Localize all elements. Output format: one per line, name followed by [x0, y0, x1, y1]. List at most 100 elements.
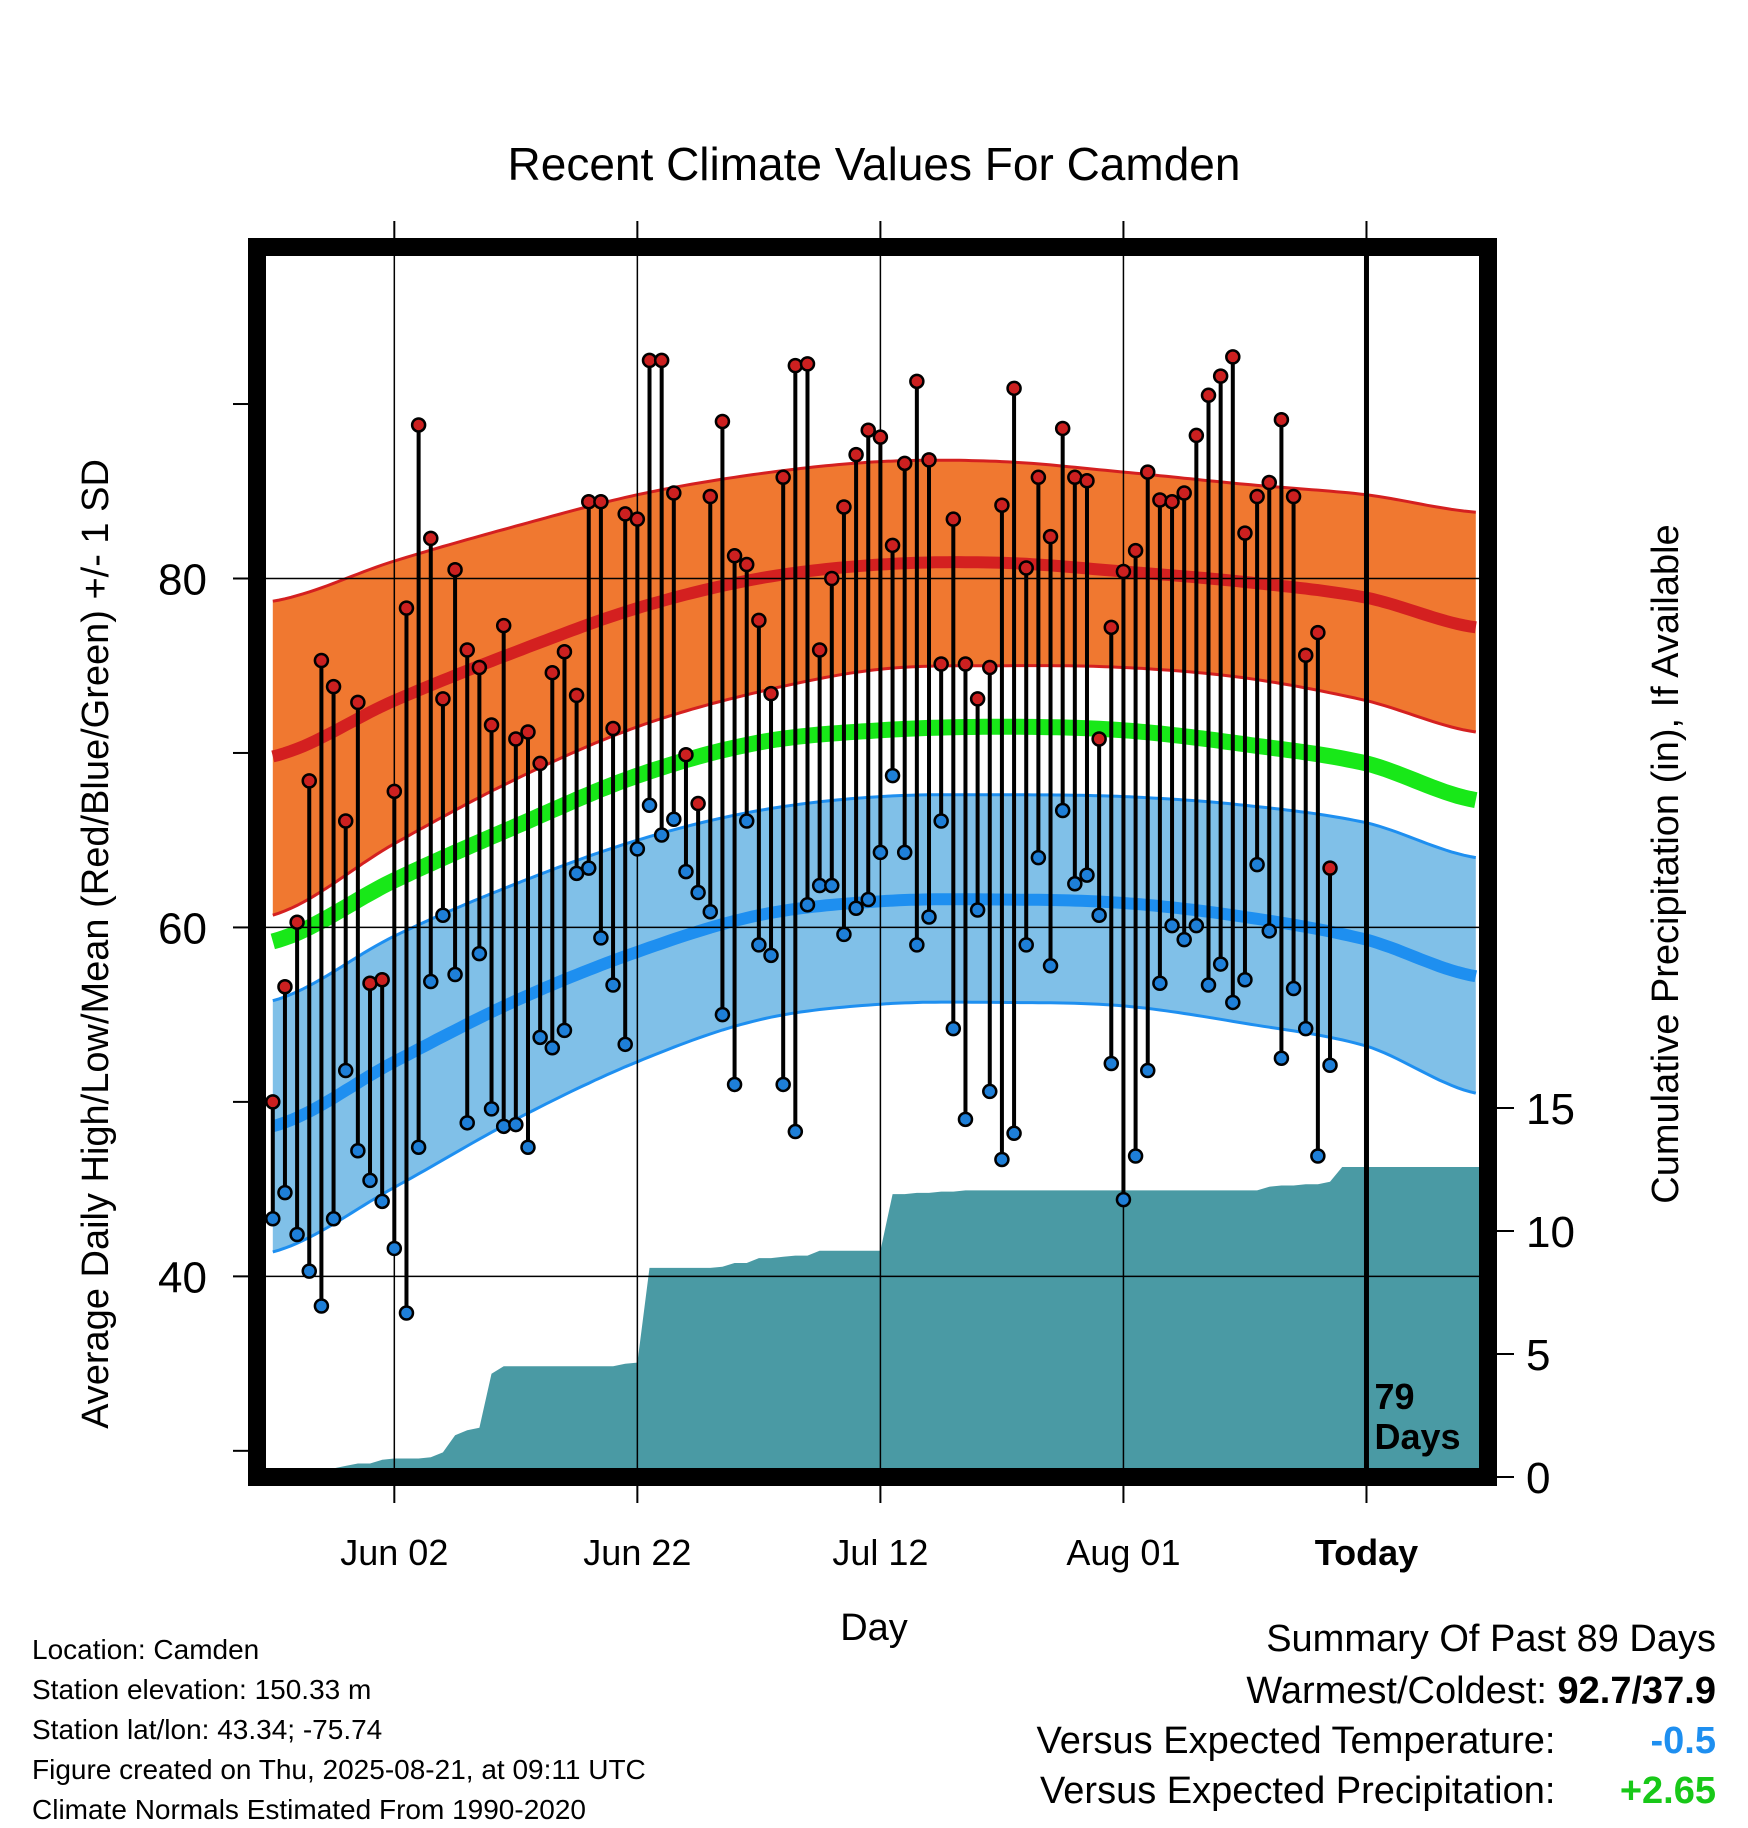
daily-high-point — [751, 612, 767, 629]
daily-high-point — [824, 570, 840, 587]
daily-low-point — [1018, 937, 1034, 953]
daily-high-point — [629, 511, 646, 527]
daily-high-point — [386, 783, 403, 800]
daily-low-point — [641, 797, 658, 814]
daily-low-point — [398, 1305, 415, 1321]
info-normals: Climate Normals Estimated From 1990-2020 — [32, 1794, 586, 1825]
daily-high-point — [653, 352, 670, 369]
daily-low-point — [483, 1101, 500, 1117]
daily-low-point — [301, 1263, 318, 1279]
y-tick-label: 80 — [158, 555, 207, 604]
daily-low-point — [1139, 1062, 1156, 1079]
precip-area — [272, 1167, 1488, 1477]
summary-warmest-coldest: Warmest/Coldest: 92.7/37.9 — [1246, 1670, 1716, 1713]
daily-low-point — [1322, 1057, 1338, 1074]
daily-low-point — [751, 937, 767, 953]
daily-low-point — [872, 844, 889, 861]
daily-high-point — [872, 429, 889, 445]
daily-high-point — [447, 562, 463, 578]
daily-low-point — [374, 1193, 390, 1210]
plot-area: 79 Days — [257, 247, 1488, 1477]
summary-title: Summary Of Past 89 Days — [1266, 1618, 1716, 1661]
temp-departure-label: Versus Expected Temperature: — [1036, 1720, 1556, 1762]
daily-low-point — [1261, 923, 1278, 939]
daily-high-point — [605, 720, 621, 737]
daily-high-point — [350, 694, 366, 711]
daily-low-point — [982, 1083, 998, 1100]
daily-low-point — [544, 1040, 561, 1056]
daily-high-point — [896, 455, 913, 472]
daily-high-point — [1225, 349, 1241, 365]
daily-low-point — [508, 1116, 524, 1133]
daily-high-point — [277, 978, 293, 995]
daily-low-point — [896, 844, 913, 861]
daily-low-point — [666, 811, 682, 828]
daily-high-point — [1030, 469, 1047, 486]
daily-high-point — [982, 659, 998, 676]
daily-high-point — [811, 642, 828, 658]
daily-high-point — [1176, 485, 1192, 501]
daily-low-point — [1285, 980, 1302, 997]
daily-high-point — [860, 422, 876, 438]
daily-low-point — [1091, 907, 1107, 923]
daily-low-point — [1310, 1148, 1326, 1164]
daily-low-point — [1115, 1191, 1132, 1208]
daily-high-point — [1152, 492, 1168, 508]
y-axis-label: Average Daily High/Low/Mean (Red/Blue/Gr… — [75, 459, 117, 1429]
y2-tick-label: 0 — [1526, 1454, 1550, 1503]
x-axis-label: Day — [840, 1607, 908, 1649]
daily-high-point — [593, 493, 609, 510]
daily-high-point — [969, 691, 986, 707]
precip-departure-label: Versus Expected Precipitation: — [1040, 1770, 1556, 1812]
daily-high-point — [1006, 380, 1022, 397]
daily-high-point — [1127, 542, 1144, 559]
today-days-label-line: Days — [1374, 1416, 1460, 1457]
summary-precip-departure: Versus Expected Precipitation: +2.65 — [1040, 1770, 1716, 1813]
daily-low-point — [277, 1184, 293, 1201]
daily-high-point — [265, 1094, 281, 1110]
daily-low-point — [629, 841, 646, 857]
daily-high-point — [1091, 731, 1107, 747]
daily-high-point — [787, 357, 804, 374]
daily-low-point — [1103, 1055, 1120, 1072]
daily-high-point — [337, 813, 354, 829]
daily-high-point — [1042, 528, 1059, 545]
daily-high-point — [1054, 420, 1071, 437]
daily-high-point — [714, 413, 731, 430]
warmest-coldest-label: Warmest/Coldest: — [1246, 1670, 1547, 1712]
daily-high-point — [568, 687, 585, 704]
daily-high-point — [945, 511, 962, 527]
daily-low-point — [1200, 977, 1217, 993]
daily-low-point — [726, 1076, 743, 1093]
daily-high-point — [459, 642, 475, 658]
daily-low-point — [921, 909, 937, 925]
daily-high-point — [1018, 560, 1034, 576]
daily-high-point — [702, 488, 719, 505]
daily-low-point — [1127, 1148, 1144, 1164]
daily-high-point — [520, 724, 536, 740]
daily-high-point — [301, 773, 318, 789]
info-latlon: Station lat/lon: 43.34; -75.74 — [32, 1714, 383, 1745]
daily-low-point — [909, 937, 925, 953]
daily-low-point — [605, 977, 621, 993]
daily-low-point — [1067, 876, 1083, 892]
daily-high-point — [1261, 474, 1278, 491]
summary-title-text: Summary Of Past 89 Days — [1266, 1618, 1716, 1660]
daily-high-point — [398, 600, 415, 616]
warmest-coldest-value: 92.7/37.9 — [1557, 1670, 1716, 1712]
daily-high-point — [1200, 387, 1217, 404]
daily-high-point — [410, 417, 427, 433]
today-days-label-line: 79 — [1374, 1376, 1414, 1417]
daily-low-point — [435, 907, 451, 923]
daily-high-point — [775, 469, 791, 486]
daily-low-point — [471, 945, 488, 962]
daily-low-point — [884, 767, 901, 784]
daily-high-point — [495, 617, 512, 634]
daily-high-point — [726, 548, 743, 564]
daily-low-point — [350, 1142, 366, 1159]
daily-low-point — [933, 813, 949, 829]
daily-low-point — [1188, 917, 1205, 934]
daily-high-point — [1237, 525, 1253, 541]
daily-low-point — [678, 863, 694, 880]
